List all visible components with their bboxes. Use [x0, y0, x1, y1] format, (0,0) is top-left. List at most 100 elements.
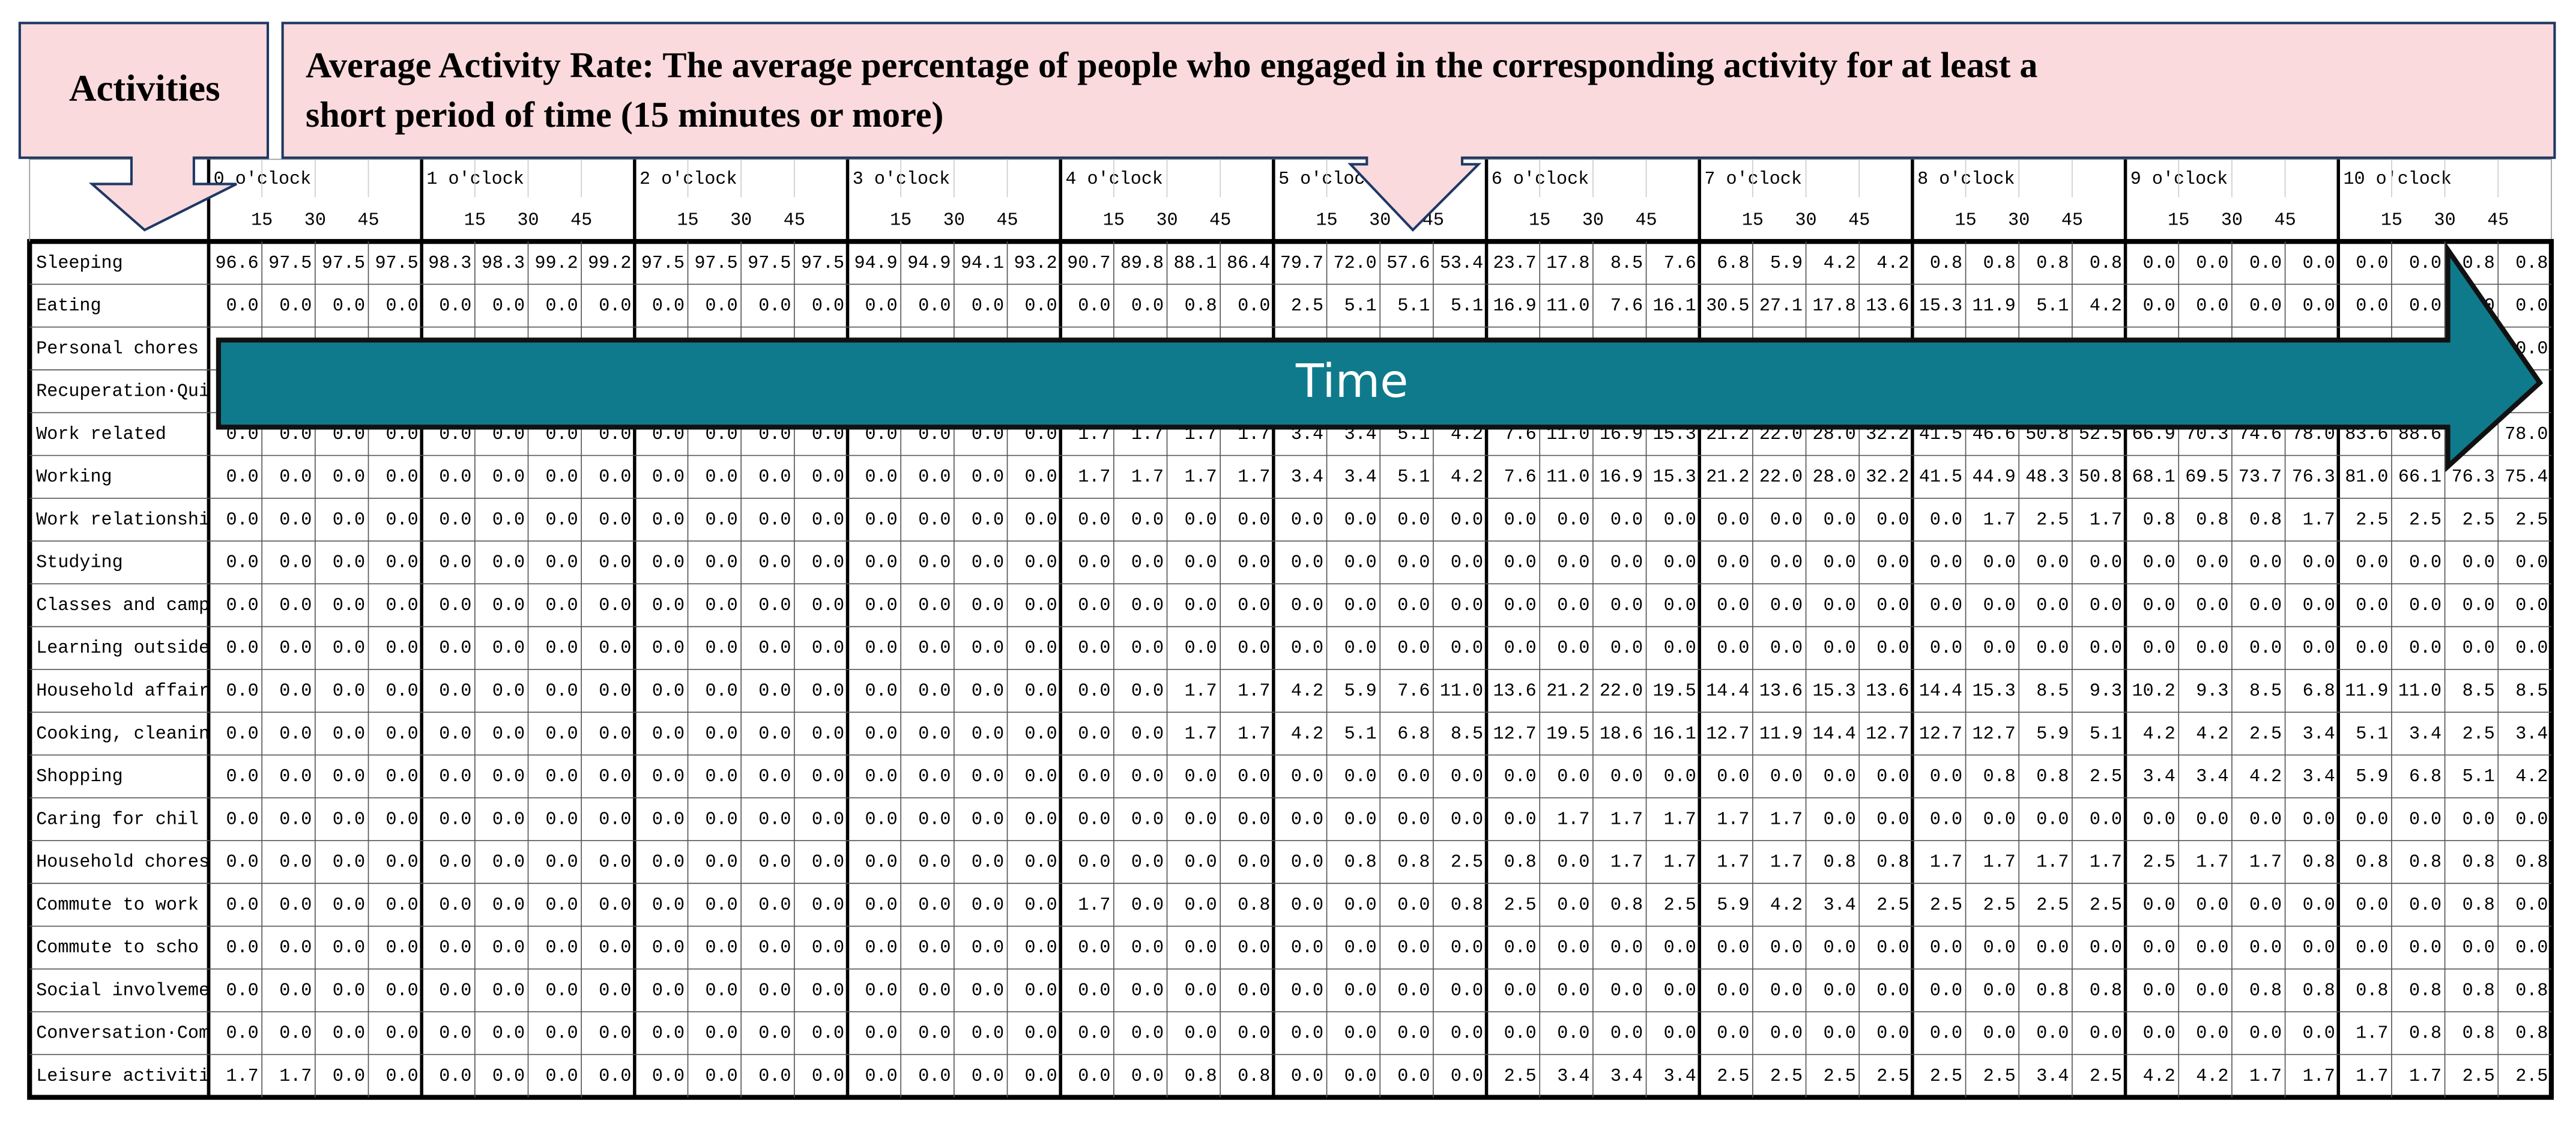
row-label: Shopping — [36, 767, 122, 787]
cell: 0.0 — [918, 980, 951, 1001]
cell: 0.0 — [1291, 938, 1323, 958]
cell: 94.9 — [907, 253, 951, 274]
cell: 0.0 — [865, 1066, 898, 1087]
row-label: Commute to scho — [36, 938, 199, 958]
cell: 0.0 — [1451, 1024, 1483, 1044]
cell: 0.0 — [2463, 638, 2495, 659]
cell: 0.0 — [439, 681, 471, 701]
cell: 4.2 — [1824, 253, 1856, 274]
cell: 0.0 — [758, 296, 791, 316]
cell: 0.0 — [1664, 510, 1696, 530]
cell: 0.0 — [2196, 809, 2228, 830]
cell: 0.0 — [1025, 681, 1057, 701]
cell: 0.0 — [1238, 638, 1270, 659]
cell: 0.0 — [865, 1024, 898, 1044]
cell: 2.5 — [2036, 895, 2069, 916]
cell: 0.0 — [1557, 980, 1589, 1001]
cell: 0.0 — [1025, 553, 1057, 573]
cell: 0.0 — [1664, 938, 1696, 958]
cell: 4.2 — [2515, 767, 2548, 787]
cell: 0.8 — [1238, 895, 1270, 916]
cell: 0.0 — [333, 596, 365, 616]
minute-label: 30 — [1582, 211, 1604, 231]
cell: 2.5 — [1770, 1066, 1803, 1087]
cell: 0.0 — [279, 553, 312, 573]
cell: 0.8 — [2409, 853, 2441, 873]
cell: 0.0 — [972, 681, 1004, 701]
cell: 0.0 — [758, 1066, 791, 1087]
cell: 90.7 — [1067, 253, 1110, 274]
cell: 0.0 — [1291, 1066, 1323, 1087]
cell: 0.0 — [2303, 253, 2335, 274]
cell: 1.7 — [2303, 1066, 2335, 1087]
cell: 11.9 — [2345, 681, 2388, 701]
cell: 0.0 — [2303, 895, 2335, 916]
cell: 0.0 — [758, 467, 791, 488]
cell: 5.1 — [1397, 296, 1430, 316]
cell: 0.0 — [226, 638, 259, 659]
cell: 0.0 — [1238, 767, 1270, 787]
cell: 12.7 — [1919, 724, 1962, 745]
cell: 97.5 — [268, 253, 312, 274]
cell: 0.0 — [1025, 895, 1057, 916]
cell: 0.0 — [1610, 638, 1643, 659]
cell: 69.5 — [2185, 467, 2228, 488]
minute-label: 30 — [517, 211, 539, 231]
cell: 0.0 — [918, 938, 951, 958]
cell: 0.0 — [492, 809, 525, 830]
cell: 0.0 — [918, 1066, 951, 1087]
cell: 0.0 — [333, 553, 365, 573]
cell: 97.5 — [322, 253, 365, 274]
cell: 13.6 — [1493, 681, 1537, 701]
cell: 0.0 — [1397, 980, 1430, 1001]
cell: 0.0 — [2196, 596, 2228, 616]
minute-label: 30 — [2221, 211, 2243, 231]
cell: 0.0 — [492, 724, 525, 745]
cell: 0.0 — [386, 638, 419, 659]
cell: 0.0 — [599, 553, 631, 573]
cell: 0.0 — [812, 1024, 844, 1044]
cell: 19.5 — [1546, 724, 1589, 745]
cell: 3.4 — [1291, 467, 1323, 488]
cell: 2.5 — [2463, 510, 2495, 530]
row-label: Working — [36, 467, 112, 488]
cell: 0.0 — [279, 938, 312, 958]
cell: 0.0 — [972, 895, 1004, 916]
cell: 0.0 — [1078, 596, 1110, 616]
cell: 0.0 — [1078, 1066, 1110, 1087]
cell: 7.6 — [1504, 467, 1537, 488]
cell: 0.8 — [2515, 980, 2548, 1001]
cell: 1.7 — [2196, 853, 2228, 873]
cell: 0.0 — [546, 980, 578, 1001]
cell: 0.0 — [1610, 596, 1643, 616]
cell: 0.0 — [1025, 296, 1057, 316]
cell: 2.5 — [1876, 1066, 1909, 1087]
cell: 4.2 — [2090, 296, 2122, 316]
cell: 0.0 — [706, 467, 738, 488]
cell: 0.0 — [1344, 938, 1377, 958]
hour-label: 10 o'clock — [2343, 169, 2452, 190]
cell: 0.0 — [1344, 895, 1377, 916]
cell: 0.0 — [1504, 638, 1537, 659]
cell: 0.0 — [1930, 638, 1962, 659]
cell: 0.0 — [1451, 638, 1483, 659]
cell: 0.0 — [1025, 767, 1057, 787]
cell: 0.0 — [2036, 596, 2069, 616]
cell: 0.0 — [812, 296, 844, 316]
cell: 0.0 — [492, 638, 525, 659]
cell: 0.0 — [439, 938, 471, 958]
cell: 0.0 — [1078, 638, 1110, 659]
cell: 0.0 — [972, 938, 1004, 958]
minute-label: 15 — [890, 211, 912, 231]
cell: 3.4 — [2303, 767, 2335, 787]
cell: 2.5 — [1291, 296, 1323, 316]
cell: 0.0 — [1291, 1024, 1323, 1044]
cell: 5.1 — [1451, 296, 1483, 316]
row-label: Caring for chil — [36, 809, 199, 830]
cell: 0.0 — [1185, 980, 1217, 1001]
cell: 0.0 — [972, 1066, 1004, 1087]
cell: 0.0 — [439, 510, 471, 530]
cell: 0.0 — [2196, 553, 2228, 573]
cell: 0.0 — [492, 938, 525, 958]
